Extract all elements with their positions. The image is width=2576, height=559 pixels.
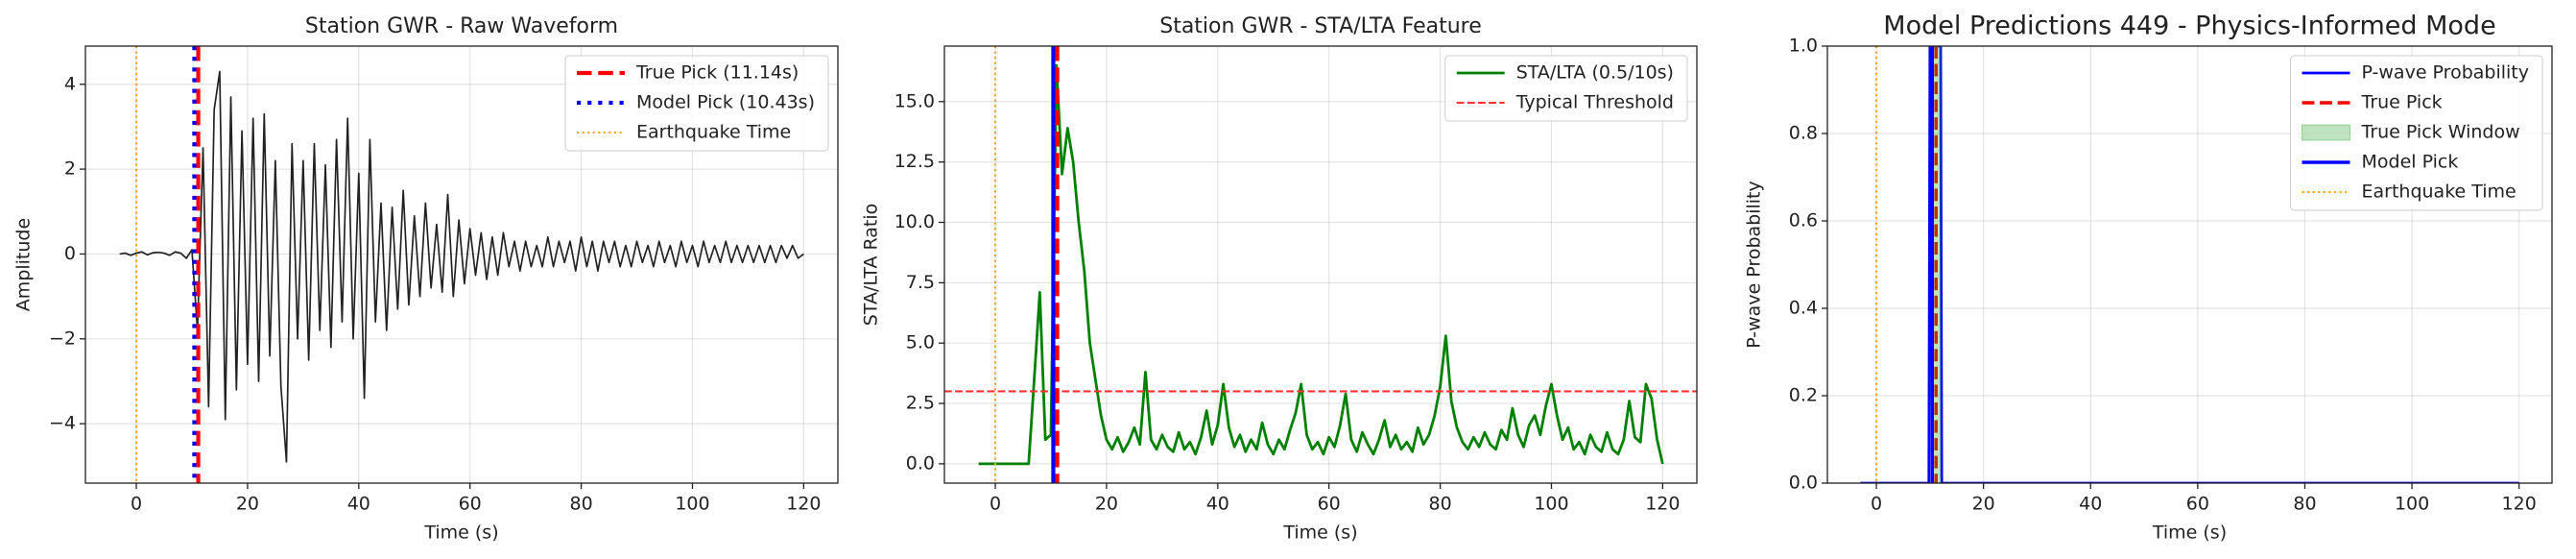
legend-label: P-wave Probability: [2362, 62, 2530, 84]
legend-label: STA/LTA (0.5/10s): [1516, 62, 1674, 84]
x-tick-label: 100: [675, 494, 709, 515]
legend-label: Earthquake Time: [2362, 182, 2516, 203]
x-tick-label: 80: [2293, 494, 2316, 515]
legend-box: [2290, 55, 2543, 211]
y-tick-label: 12.5: [894, 151, 935, 172]
y-tick-label: −4: [49, 413, 76, 434]
y-tick-label: 0.0: [906, 452, 935, 474]
y-axis-label: Amplitude: [13, 218, 35, 311]
y-tick-label: 0.4: [1789, 298, 1818, 319]
legend-label: Typical Threshold: [1515, 92, 1674, 113]
x-tick-label: 60: [459, 494, 482, 515]
subplot: 0 20 40 60 80 100 120 −4 −2 0 2 4 Station GWR - Raw …: [13, 14, 839, 544]
y-axis-label: STA/LTA Ratio: [861, 204, 882, 327]
legend-label: True Pick: [2361, 92, 2443, 113]
legend-box: [564, 55, 829, 152]
legend: True Pick (11.14s) Model Pick (10.43s) Ear…: [564, 55, 829, 152]
x-axis-label: Time (s): [1282, 523, 1357, 544]
x-tick-label: 20: [236, 494, 259, 515]
x-tick-label: 20: [1972, 494, 1995, 515]
legend-box: [1444, 55, 1688, 122]
x-axis-label: Time (s): [2152, 523, 2227, 544]
x-tick-label: 20: [1095, 494, 1118, 515]
x-axis-label: Time (s): [423, 523, 498, 544]
span: [1930, 46, 1942, 483]
y-tick-label: 2.5: [906, 393, 935, 414]
y-tick-label: 0: [64, 243, 76, 264]
data-line: [978, 63, 1664, 466]
y-tick-label: 5.0: [906, 332, 935, 353]
x-tick-label: 80: [1428, 494, 1451, 515]
legend-label: True Pick (11.14s): [635, 62, 799, 84]
legend: P-wave Probability True Pick True Pick Win…: [2290, 55, 2543, 211]
axes-frame: [84, 45, 839, 484]
x-tick-label: 100: [1534, 494, 1568, 515]
data-line: [119, 70, 804, 463]
subplot: 0 20 40 60 80 100 120 0.0 2.5 5.0 7.5 10.0 12.5 15.0 S…: [861, 14, 1698, 544]
y-tick-label: 7.5: [906, 272, 935, 293]
chart-title: Station GWR - Raw Waveform: [305, 14, 618, 38]
x-tick-label: 60: [2186, 494, 2209, 515]
plot-area: [119, 46, 804, 483]
x-tick-label: 120: [1645, 494, 1680, 515]
axes-frame: [943, 45, 1698, 484]
y-tick-label: 0.0: [1789, 473, 1818, 494]
y-tick-label: 10.0: [894, 211, 935, 232]
x-tick-label: 0: [990, 494, 1001, 515]
legend: STA/LTA (0.5/10s) Typical Threshold: [1444, 55, 1688, 122]
legend-label: Model Pick (10.43s): [636, 92, 815, 113]
y-tick-label: 1.0: [1789, 36, 1818, 57]
plot-area: [944, 46, 1697, 483]
x-tick-label: 0: [1871, 494, 1882, 515]
y-tick-label: −2: [49, 328, 76, 349]
chart-title: Model Predictions 449 - Physics-Informed…: [1883, 12, 2495, 41]
x-tick-label: 60: [1318, 494, 1341, 515]
axes-frame: [1826, 45, 2553, 484]
x-tick-label: 40: [1206, 494, 1229, 515]
legend-label: Earthquake Time: [636, 122, 791, 143]
y-axis-label: P-wave Probability: [1744, 181, 1765, 349]
legend-label: True Pick Window: [2361, 122, 2520, 143]
y-tick-label: 4: [64, 73, 76, 94]
x-tick-label: 80: [569, 494, 592, 515]
x-tick-label: 120: [786, 494, 821, 515]
subplot: 0 20 40 60 80 100 120 0.0 0.2 0.4 0.6 0.8 1.0 Model P…: [1744, 12, 2553, 544]
y-tick-label: 0.8: [1789, 123, 1818, 144]
x-tick-label: 100: [2395, 494, 2429, 515]
x-tick-label: 40: [347, 494, 370, 515]
y-tick-label: 15.0: [894, 90, 935, 111]
x-tick-label: 0: [131, 494, 142, 515]
legend-swatch: [2302, 124, 2350, 141]
legend-label: Model Pick: [2362, 152, 2459, 173]
x-tick-label: 120: [2502, 494, 2537, 515]
chart-title: Station GWR - STA/LTA Feature: [1159, 14, 1482, 38]
x-tick-label: 40: [2079, 494, 2102, 515]
y-tick-label: 2: [64, 158, 76, 180]
y-tick-label: 0.6: [1789, 210, 1818, 231]
plot-area: [1860, 46, 2519, 483]
y-tick-label: 0.2: [1789, 385, 1818, 406]
